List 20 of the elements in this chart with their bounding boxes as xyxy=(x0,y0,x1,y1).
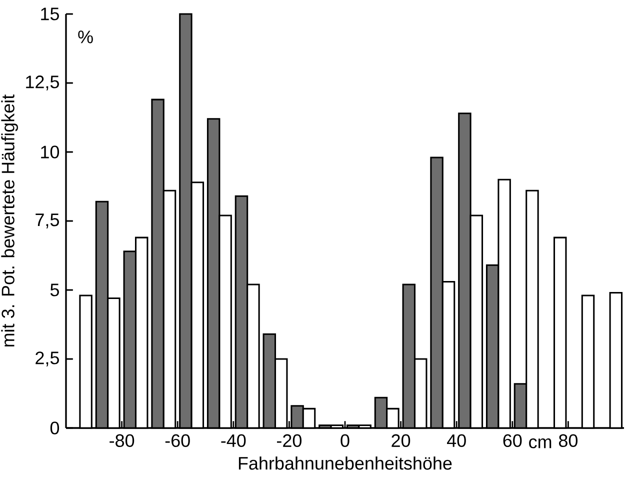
annotation: % xyxy=(78,30,93,44)
x-tick-label: -40 xyxy=(221,434,246,448)
x-tick-label: 0 xyxy=(340,434,350,448)
x-tick-label: 60 xyxy=(503,434,522,448)
x-axis-title: Fahrbahnunebenheitshöhe xyxy=(238,456,452,470)
text: cm xyxy=(529,438,552,448)
y-tick-label: 10 xyxy=(41,146,60,158)
y-tick-label: 7,5 xyxy=(36,214,59,228)
x-tick-label: -20 xyxy=(277,434,302,448)
y-tick-label: 5 xyxy=(50,284,59,296)
x-tick-label: -80 xyxy=(110,434,134,448)
y-tick-label: 15 xyxy=(41,8,59,20)
x-tick-label: 20 xyxy=(392,434,410,448)
y-tick-label: 2,5 xyxy=(36,352,59,366)
x-tick-label: 80 xyxy=(558,434,578,448)
x-tick-label: 40 xyxy=(447,434,466,448)
y-axis-title: mit 3. Pot. bewertete Häufigkeit xyxy=(1,94,18,346)
y-tick-label: 12,5 xyxy=(26,76,59,90)
y-tick-label: 0 xyxy=(50,422,60,434)
x-tick-label: -60 xyxy=(165,434,190,448)
